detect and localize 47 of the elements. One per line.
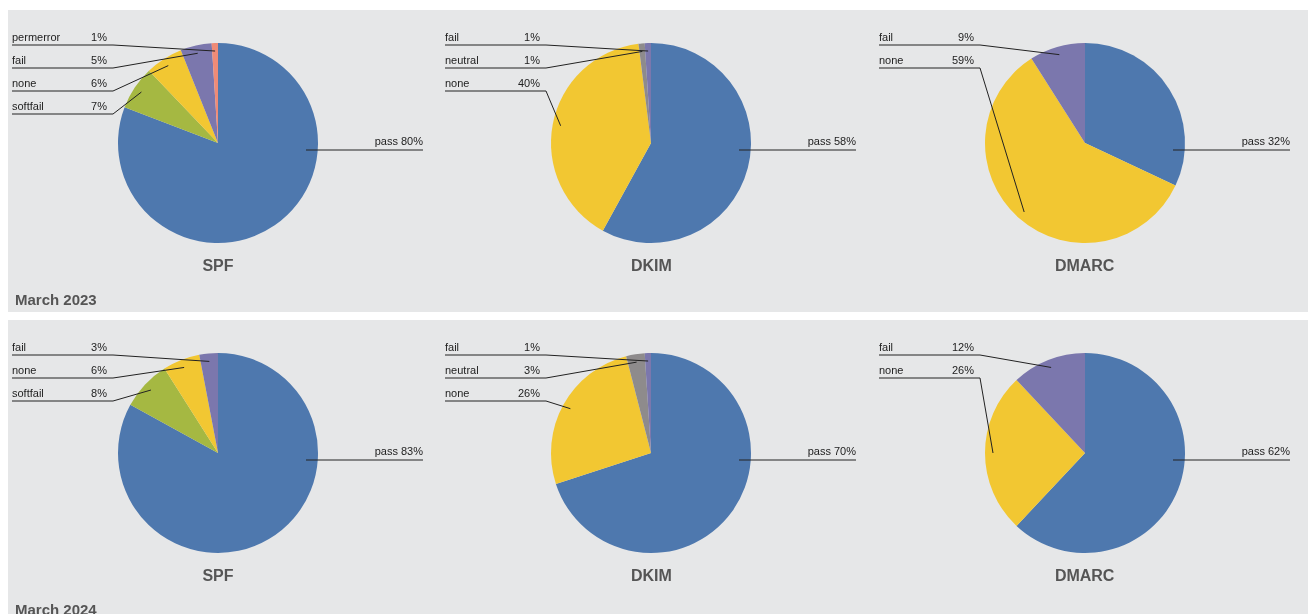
data-label: 26% (518, 387, 541, 400)
slice-label: pass 80% (374, 135, 424, 148)
data-label: 5% (91, 54, 108, 67)
slice-label: fail (878, 31, 893, 44)
slice-label: neutral (445, 364, 479, 377)
data-label: 1% (524, 341, 541, 354)
slice-label: none (878, 364, 904, 377)
data-label: 1% (524, 54, 541, 67)
slice-label: pass 58% (808, 135, 857, 148)
data-label: 9% (957, 31, 974, 44)
slice-label: softfail (12, 100, 44, 113)
slice-label: permerror (12, 31, 61, 44)
data-label: 8% (91, 387, 108, 400)
slice-label: neutral (445, 54, 479, 67)
text: DKIM (629, 257, 673, 275)
slice-label: none (12, 77, 37, 90)
slice-label: fail (445, 341, 460, 354)
text: SPF (201, 567, 235, 585)
data-label: 40% (518, 77, 541, 90)
slice-label: none (878, 54, 904, 67)
slice-label: fail (445, 31, 460, 44)
data-label: 1% (524, 31, 541, 44)
data-label: 6% (91, 364, 108, 377)
data-label: 1% (91, 31, 108, 44)
text: DKIM (629, 567, 673, 585)
slice-label: pass 70% (808, 445, 857, 458)
data-label: 7% (91, 100, 108, 113)
slice-label: softfail (12, 387, 44, 400)
data-label: 3% (91, 341, 108, 354)
data-label: 26% (951, 364, 974, 377)
text: DMARC (1053, 567, 1116, 585)
slice-label: pass 62% (1241, 445, 1290, 458)
data-label: 6% (91, 77, 108, 90)
text: DMARC (1053, 257, 1116, 275)
slice-label: fail (878, 341, 893, 354)
data-label: 3% (524, 364, 541, 377)
data-label: 12% (951, 341, 974, 354)
slice-label: pass 83% (374, 445, 424, 458)
slice-label: none (445, 387, 470, 400)
text: SPF (201, 257, 235, 275)
slice-label: fail (12, 54, 27, 67)
text: March 2023 (15, 291, 97, 308)
slice-label: none (445, 77, 470, 90)
slice-label: pass 32% (1241, 135, 1290, 148)
slice-label: none (12, 364, 37, 377)
slice-label: fail (12, 341, 27, 354)
data-label: 59% (951, 54, 974, 67)
